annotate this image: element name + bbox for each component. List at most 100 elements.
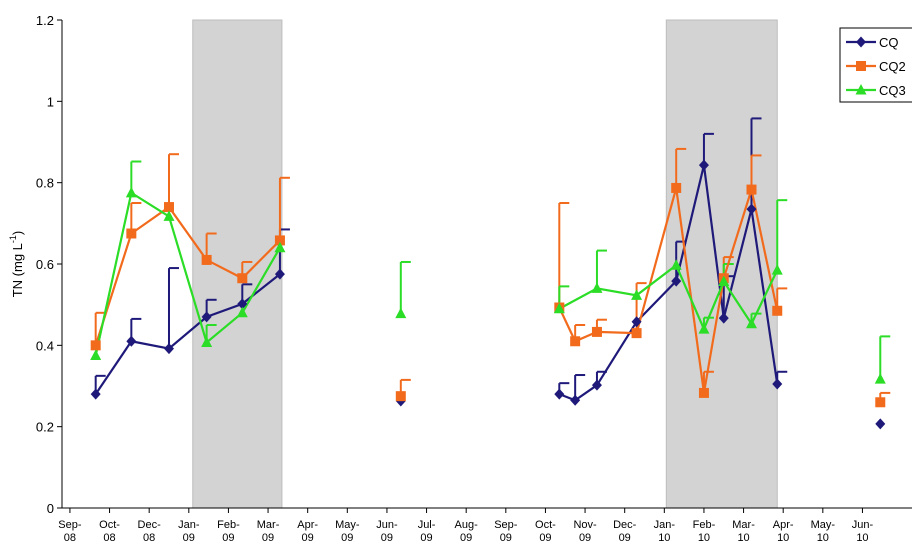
y-tick-label: 1.2 xyxy=(36,13,54,28)
data-point-cq3 xyxy=(163,210,175,221)
data-point-cq xyxy=(163,343,174,355)
data-point-cq2 xyxy=(591,326,602,337)
x-tick-label-year: 08 xyxy=(143,532,155,544)
data-point-cq2 xyxy=(274,235,285,246)
data-point-cq2 xyxy=(698,387,709,398)
x-ticks: Sep-08Oct-08Dec-08Jan-09Feb-09Mar-09Apr-… xyxy=(58,508,873,544)
y-tick-label: 0.6 xyxy=(36,257,54,272)
y-tick-label: 0.2 xyxy=(36,420,54,435)
data-point-cq2 xyxy=(746,184,757,195)
x-tick-label-year: 09 xyxy=(262,532,274,544)
y-axis-title-sup: -1 xyxy=(8,235,18,243)
data-point-cq2 xyxy=(631,328,642,339)
x-tick-label-month: Dec- xyxy=(138,519,162,531)
data-point-cq3 xyxy=(125,186,137,198)
data-point-cq3 xyxy=(698,323,710,334)
data-point-cq xyxy=(772,378,783,390)
x-tick-label-month: Sep- xyxy=(494,519,518,531)
data-point-cq3 xyxy=(201,336,213,347)
data-point-cq2 xyxy=(875,397,886,408)
x-tick-label-month: Jun- xyxy=(376,519,398,531)
data-point-cq2 xyxy=(90,340,101,351)
data-point-cq2 xyxy=(201,254,212,265)
series-line-cq2 xyxy=(94,205,281,346)
legend-marker xyxy=(856,36,866,48)
data-point-cq3 xyxy=(591,282,603,293)
series-line-cq3 xyxy=(558,263,779,332)
x-tick-label-month: Feb- xyxy=(217,519,240,531)
series-markers xyxy=(90,159,886,430)
x-tick-label-month: Oct- xyxy=(535,519,556,531)
x-tick-label-month: May- xyxy=(811,519,836,531)
x-tick-label-month: Mar- xyxy=(257,519,280,531)
x-tick-label-month: Jan- xyxy=(654,519,676,531)
y-tick-label: 0 xyxy=(47,501,54,516)
x-tick-label-month: Dec- xyxy=(613,519,637,531)
x-tick-label-year: 09 xyxy=(341,532,353,544)
axes xyxy=(61,20,912,509)
data-point-cq2 xyxy=(772,305,783,316)
legend-label: CQ xyxy=(879,35,899,50)
x-tick-label-year: 09 xyxy=(302,532,314,544)
data-point-cq3 xyxy=(670,259,682,270)
x-tick-label-month: Oct- xyxy=(99,519,120,531)
legend-label: CQ3 xyxy=(879,83,906,98)
data-point-cq3 xyxy=(274,241,286,253)
x-tick-label-year: 09 xyxy=(222,532,234,544)
data-point-cq3 xyxy=(90,349,102,360)
x-tick-label-year: 10 xyxy=(698,532,710,544)
x-tick-label-year: 08 xyxy=(64,532,76,544)
data-point-cq3 xyxy=(745,317,757,329)
legend-label: CQ2 xyxy=(879,59,906,74)
x-tick-label-year: 10 xyxy=(856,532,868,544)
legend: CQ CQ2 CQ3 xyxy=(839,27,912,103)
x-tick-label-month: Mar- xyxy=(732,519,755,531)
data-point-cq3 xyxy=(236,306,248,318)
x-tick-label-year: 09 xyxy=(500,532,512,544)
x-tick-label-month: Nov- xyxy=(573,519,597,531)
data-point-cq xyxy=(631,316,642,328)
x-tick-label-year: 08 xyxy=(103,532,115,544)
series-line-cq3 xyxy=(94,191,281,356)
x-tick-label-year: 10 xyxy=(737,532,749,544)
x-tick-label-month: Apr- xyxy=(297,519,318,531)
data-point-cq xyxy=(90,388,101,400)
data-point-cq xyxy=(698,159,709,171)
data-point-cq xyxy=(274,268,285,280)
x-tick-label-month: Feb- xyxy=(693,519,716,531)
x-tick-label-month: May- xyxy=(335,519,360,531)
data-point-cq xyxy=(126,335,137,347)
x-tick-label-year: 09 xyxy=(381,532,393,544)
data-point-cq2 xyxy=(237,273,248,284)
x-tick-label-month: Sep- xyxy=(58,519,82,531)
x-tick-label-month: Jan- xyxy=(178,519,200,531)
data-point-cq3 xyxy=(874,373,886,384)
legend-marker xyxy=(855,84,867,95)
shaded-periods xyxy=(192,19,778,509)
x-tick-label-month: Apr- xyxy=(773,519,794,531)
y-tick-label: 0.4 xyxy=(36,338,54,353)
data-point-cq3 xyxy=(631,289,643,300)
x-tick-label-year: 09 xyxy=(619,532,631,544)
data-point-cq xyxy=(237,298,248,310)
data-point-cq2 xyxy=(570,336,581,347)
x-tick-label-year: 09 xyxy=(183,532,195,544)
x-tick-label-year: 09 xyxy=(539,532,551,544)
data-point-cq xyxy=(671,275,682,287)
y-axis-title-main: TN (mg L xyxy=(10,243,25,297)
data-point-cq2 xyxy=(126,228,137,239)
x-tick-label-month: Jul- xyxy=(418,519,436,531)
y-axis-title-close: ) xyxy=(10,231,25,235)
data-point-cq xyxy=(570,394,581,406)
data-point-cq3 xyxy=(718,275,730,286)
x-tick-label-year: 09 xyxy=(420,532,432,544)
data-point-cq3 xyxy=(771,264,783,275)
x-tick-label-year: 10 xyxy=(658,532,670,544)
data-point-cq xyxy=(201,311,212,323)
y-ticks: 0 0.2 0.4 0.6 0.8 1 1.2 xyxy=(36,13,62,516)
y-tick-label: 0.8 xyxy=(36,176,54,191)
data-point-cq xyxy=(554,388,565,400)
data-point-cq xyxy=(746,203,757,215)
data-point-cq2 xyxy=(395,391,406,402)
y-tick-label: 1 xyxy=(47,94,54,109)
